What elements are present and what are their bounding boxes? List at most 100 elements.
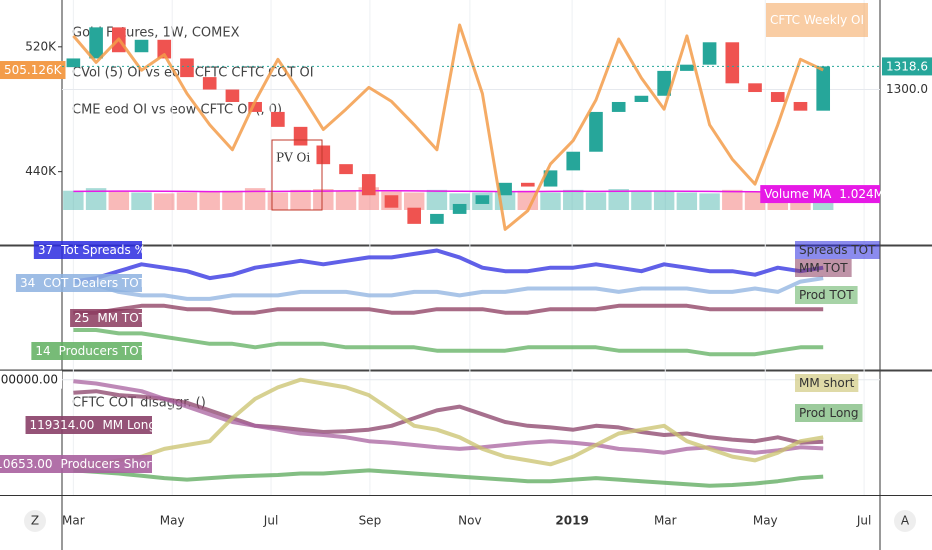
candle bbox=[316, 145, 331, 165]
volume-bar bbox=[608, 189, 629, 210]
volume-bar bbox=[563, 189, 584, 210]
right-label-box bbox=[795, 241, 880, 259]
series-label-part: 34 bbox=[20, 276, 35, 290]
volume-bar bbox=[631, 190, 652, 210]
y2-tick-label: 440K bbox=[25, 164, 57, 178]
candle bbox=[657, 70, 671, 96]
volume-bar bbox=[585, 192, 607, 210]
candle bbox=[680, 64, 694, 71]
right-label-part: MM short bbox=[799, 376, 855, 390]
volume-bar bbox=[199, 191, 220, 210]
series-line bbox=[73, 303, 824, 315]
series-label-part: 37 bbox=[38, 243, 53, 257]
last-price-label-box bbox=[882, 57, 932, 76]
volume-ma-label-box bbox=[760, 185, 880, 204]
last-price-label-part: 1318.6 bbox=[886, 59, 928, 73]
series-line bbox=[73, 276, 824, 301]
x-tick-label: Nov bbox=[458, 514, 481, 528]
y-tick-label-text: 200000.00 bbox=[0, 372, 58, 386]
candle bbox=[66, 58, 81, 68]
right-label-box bbox=[795, 286, 858, 304]
volume-bar bbox=[426, 189, 448, 210]
series-label-part: 119314.00 bbox=[30, 418, 95, 432]
x-tick-label: May bbox=[753, 514, 778, 528]
legend-label-text: CFTC Weekly OI bbox=[770, 13, 864, 27]
auto-button[interactable] bbox=[894, 510, 916, 532]
candle bbox=[475, 195, 490, 204]
volume-ma-label-part: 1.024M bbox=[839, 187, 884, 201]
legend-label: CFTC Weekly OI bbox=[765, 3, 868, 37]
series-label-part: Producers Short bbox=[61, 457, 157, 471]
candle bbox=[407, 207, 422, 224]
candle bbox=[452, 203, 467, 214]
volume-bar bbox=[540, 192, 561, 210]
volume-bar bbox=[290, 189, 311, 210]
candle bbox=[430, 213, 444, 224]
series-line bbox=[73, 379, 824, 455]
x-tick-label: Sep bbox=[359, 514, 382, 528]
candle bbox=[634, 95, 649, 102]
x-tick-label: Jul bbox=[263, 514, 278, 528]
candle bbox=[202, 77, 217, 90]
series-label-box bbox=[15, 274, 142, 292]
oi-last-label-box bbox=[0, 61, 66, 80]
series-line bbox=[73, 248, 824, 284]
candle bbox=[339, 164, 353, 175]
volume-bar bbox=[653, 191, 675, 210]
x-tick-label: Jul bbox=[856, 514, 871, 528]
x-tick-label: 2019 bbox=[555, 514, 588, 528]
right-label-text: MM short bbox=[799, 376, 855, 390]
y-tick-label: 1300.0 bbox=[886, 82, 928, 96]
series-label: 14 Producers TOT bbox=[31, 342, 147, 360]
y2-tick-label: 520K bbox=[25, 39, 57, 53]
x-tick-label: May bbox=[160, 514, 185, 528]
zoom-button-label[interactable]: Z bbox=[31, 514, 39, 528]
series-label-text: 110653.00 Producers Short bbox=[0, 457, 156, 471]
candle bbox=[793, 101, 808, 111]
volume-bar bbox=[517, 190, 539, 210]
volume-bar bbox=[63, 190, 84, 210]
series-line bbox=[73, 377, 824, 471]
series-label-box bbox=[25, 416, 152, 434]
candle bbox=[702, 42, 717, 65]
right-label-part: Prod TOT bbox=[799, 288, 854, 302]
series-label-part: COT Dealers TOT bbox=[43, 276, 146, 290]
auto-button-label[interactable]: A bbox=[901, 514, 910, 528]
volume-bar bbox=[222, 190, 243, 210]
series-label-part: Tot Spreads % bbox=[60, 243, 146, 257]
x-tick-label: Mar bbox=[654, 514, 677, 528]
candle bbox=[725, 42, 740, 84]
candle bbox=[384, 195, 399, 208]
volume-bar bbox=[267, 192, 289, 210]
candle bbox=[770, 92, 785, 102]
series-label-text: 34 COT Dealers TOT bbox=[20, 276, 147, 290]
right-label: Prod TOT bbox=[795, 286, 858, 304]
series-label-text: 25 MM TOT bbox=[74, 311, 147, 325]
series-line bbox=[73, 468, 824, 488]
legend-label-box bbox=[765, 3, 868, 37]
series-label-part: MM Long bbox=[102, 418, 156, 432]
volume-bar bbox=[403, 192, 425, 210]
candle bbox=[748, 83, 762, 93]
last-price-label: 1318.6 bbox=[882, 57, 932, 76]
series-label: 110653.00 Producers Short bbox=[0, 455, 156, 473]
last-price-label-text: 1318.6 bbox=[886, 59, 928, 73]
series-label-box bbox=[33, 241, 142, 259]
zoom-button[interactable] bbox=[24, 510, 46, 532]
volume-ma-label: Volume MA 1.024M bbox=[760, 185, 884, 204]
right-label-text: Prod Long bbox=[799, 406, 859, 420]
y-tick-label: 200000.00 bbox=[0, 370, 62, 389]
right-label-text: Prod TOT bbox=[799, 288, 854, 302]
right-label: Prod Long bbox=[795, 404, 863, 422]
right-label: MM TOT bbox=[795, 259, 852, 277]
series-label-part: Producers TOT bbox=[59, 344, 147, 358]
x-tick-label: Mar bbox=[62, 514, 85, 528]
right-label-box bbox=[795, 404, 863, 422]
series-label: 34 COT Dealers TOT bbox=[15, 274, 147, 292]
volume-ma-label-part: Volume MA bbox=[764, 187, 832, 201]
volume-bar bbox=[176, 192, 198, 210]
series-label-part: 25 bbox=[74, 311, 89, 325]
series-label-text: 119314.00 MM Long bbox=[30, 418, 156, 432]
